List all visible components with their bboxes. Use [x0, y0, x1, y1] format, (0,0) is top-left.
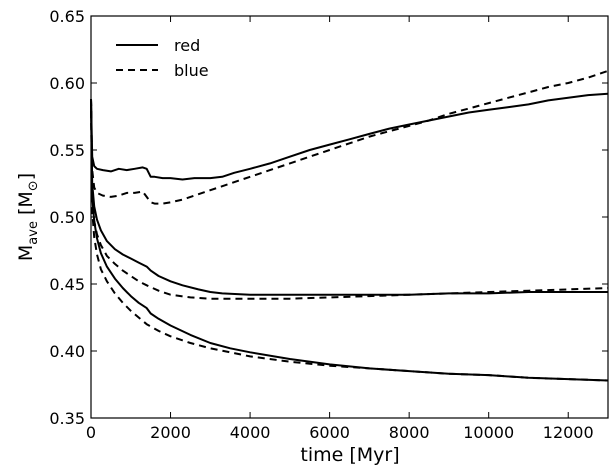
x-tick-label: 2000 — [150, 423, 191, 442]
plot-frame — [90, 15, 609, 419]
series-line-lower-red — [90, 99, 609, 382]
series-line-lower-blue — [90, 99, 609, 382]
y-axis-label: Mave [M⊙] — [15, 173, 41, 261]
series-layer — [90, 69, 609, 382]
y-tick-label: 0.40 — [49, 342, 85, 361]
ticks-layer: 0 2000 4000 6000 8000 10000 12000 0.35 0.40 0.45 0… — [49, 7, 608, 442]
y-tick-label: 0.65 — [49, 7, 85, 26]
y-tick-label: 0.60 — [49, 74, 85, 93]
x-tick-label: 12000 — [543, 423, 594, 442]
legend: red blue — [116, 36, 209, 80]
legend-label-red: red — [174, 36, 200, 55]
legend-label-blue: blue — [174, 61, 209, 80]
series-line-middle-red — [90, 99, 608, 296]
x-tick-label: 6000 — [309, 423, 350, 442]
y-tick-label: 0.35 — [49, 409, 85, 428]
x-axis-label: time [Myr] — [300, 444, 399, 466]
x-tick-label: 4000 — [230, 423, 271, 442]
y-tick-label: 0.50 — [49, 208, 85, 227]
x-tick-label: 10000 — [463, 423, 514, 442]
y-tick-label: 0.55 — [49, 141, 85, 160]
series-line-upper-blue — [90, 69, 609, 205]
series-line-upper-red — [90, 92, 609, 181]
series-line-middle-blue — [90, 99, 609, 300]
x-tick-label: 0 — [86, 423, 96, 442]
y-tick-label: 0.45 — [49, 275, 85, 294]
x-tick-label: 8000 — [389, 423, 430, 442]
